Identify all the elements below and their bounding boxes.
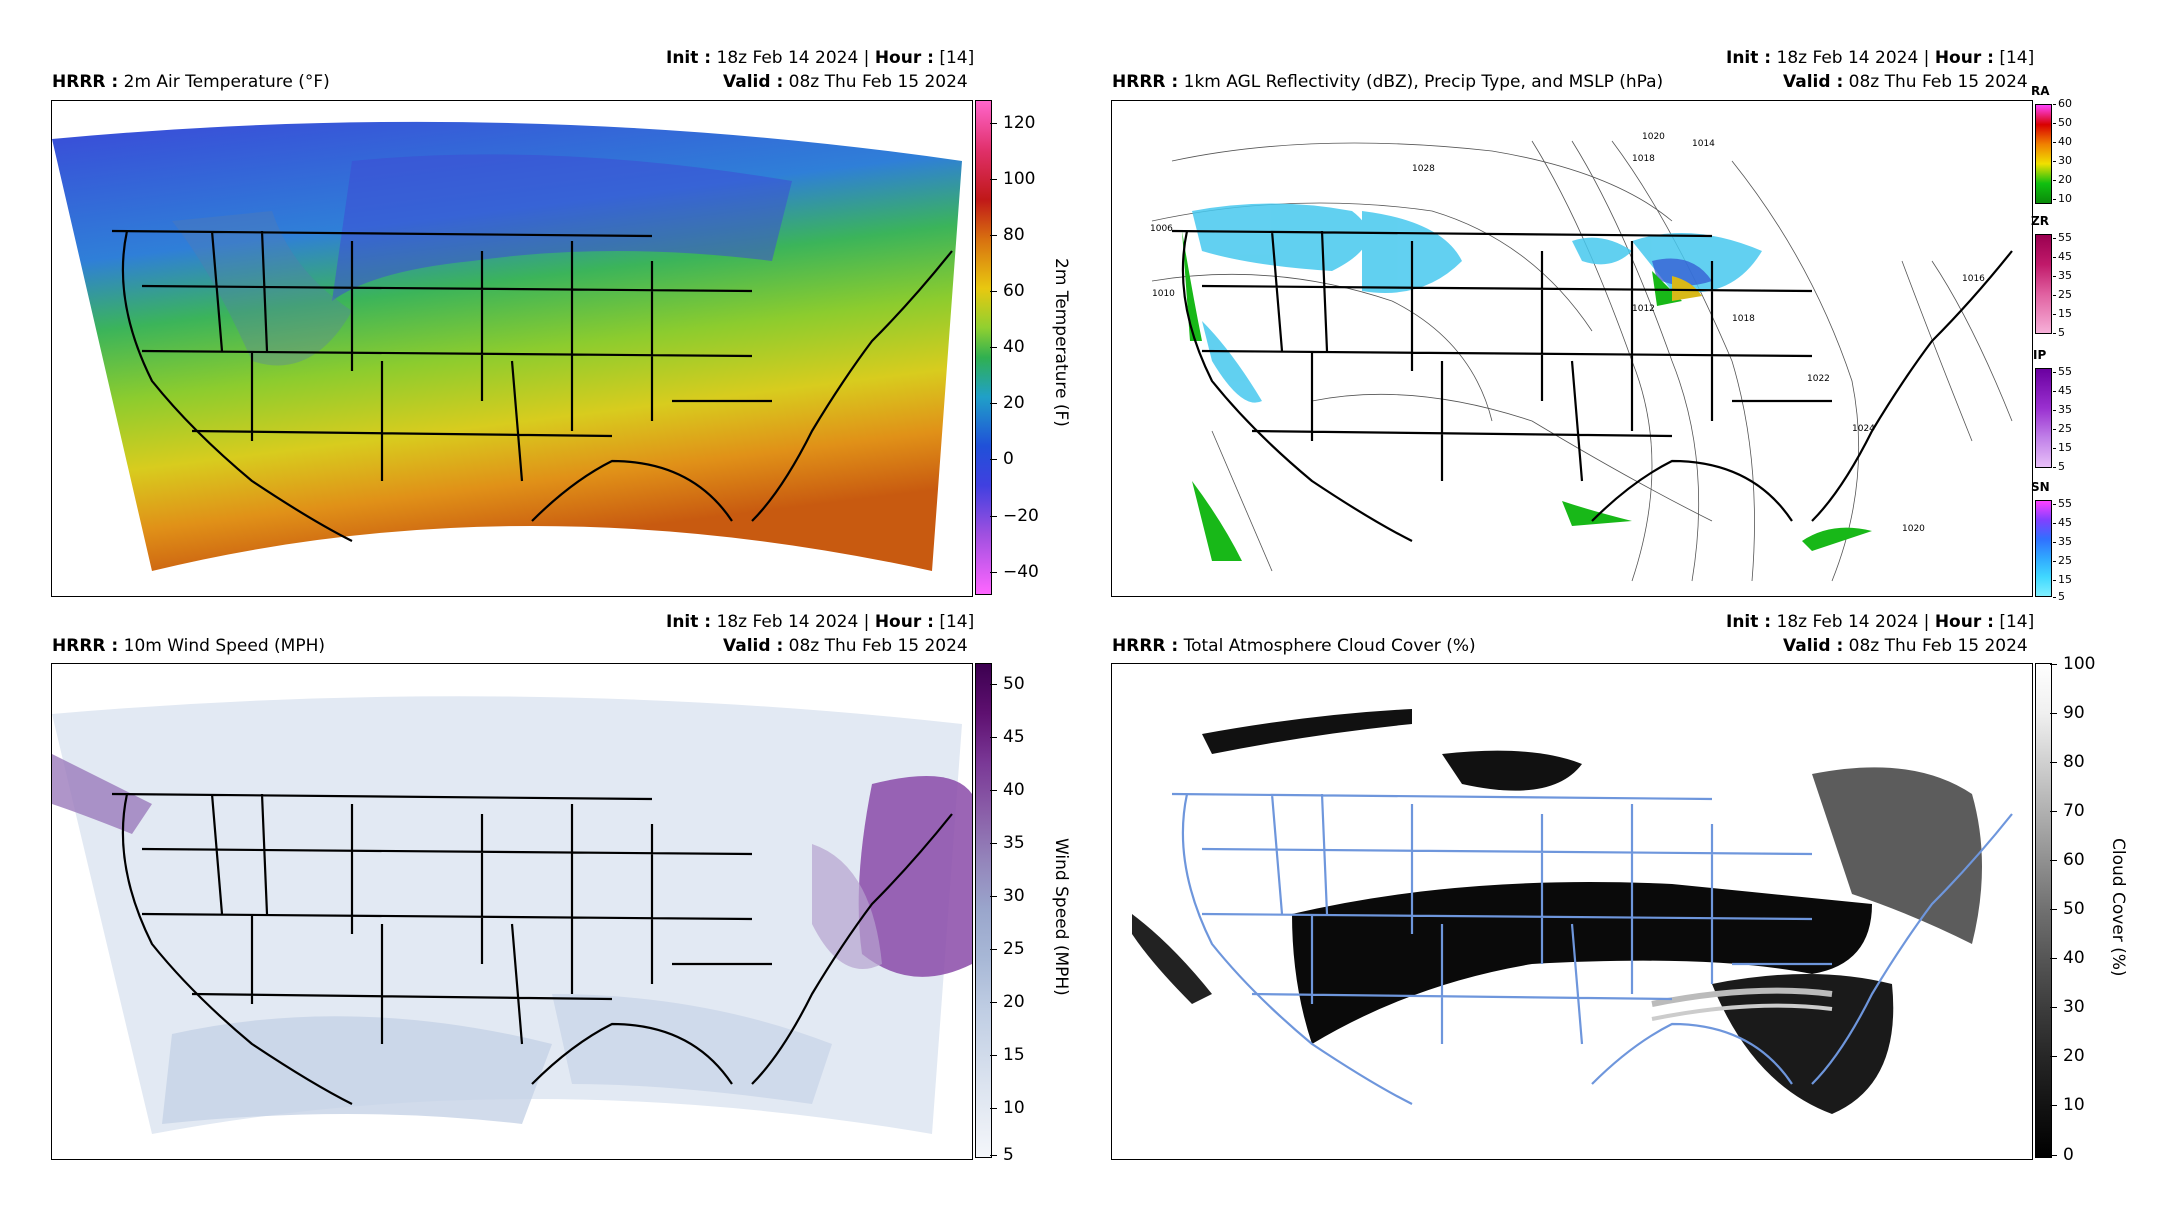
isobar-label: 1028 — [1412, 164, 1435, 174]
panel-title: HRRR : 2m Air Temperature (°F) — [52, 72, 330, 92]
tick: 80 — [990, 225, 1025, 245]
panel-title: HRRR : Total Atmosphere Cloud Cover (%) — [1112, 636, 1476, 656]
tick: 10 — [990, 1098, 1025, 1118]
cloud-colorbar — [2035, 663, 2052, 1158]
tick: 5 — [990, 1145, 1014, 1165]
tick: 120 — [989, 113, 1036, 133]
init-line: Init : 18z Feb 14 2024 | Hour : [14] — [1726, 612, 2035, 632]
valid-line: Valid : 08z Thu Feb 15 2024 — [1783, 636, 2028, 656]
tick: 20 — [990, 992, 1025, 1012]
tick: −20 — [990, 506, 1039, 526]
isobar-label: 1018 — [1632, 154, 1655, 164]
tick: 10 — [2050, 1095, 2085, 1115]
valid-line: Valid : 08z Thu Feb 15 2024 — [1783, 72, 2028, 92]
tick: 40 — [990, 780, 1025, 800]
cloud-map — [1111, 663, 2033, 1160]
wind-colorbar — [975, 663, 992, 1158]
tick: 50 — [2050, 899, 2085, 919]
tick: 60 — [2050, 850, 2085, 870]
valid-line: Valid : 08z Thu Feb 15 2024 — [723, 636, 968, 656]
tick: −40 — [990, 562, 1039, 582]
isobar-label: 1018 — [1732, 314, 1755, 324]
tick: 70 — [2050, 801, 2085, 821]
tick: 15 — [990, 1045, 1025, 1065]
init-line: Init : 18z Feb 14 2024 | Hour : [14] — [1726, 48, 2035, 68]
isobar-label: 1010 — [1152, 289, 1175, 299]
isobar-label: 1020 — [1902, 524, 1925, 534]
tick: 100 — [2049, 654, 2096, 674]
tick: 50 — [990, 674, 1025, 694]
colorbar-label: Wind Speed (MPH) — [1051, 838, 1071, 996]
colorbar-label: Cloud Cover (%) — [2108, 838, 2128, 977]
tick: 100 — [989, 169, 1036, 189]
tick: 0 — [990, 449, 1014, 469]
panel-title: HRRR : 10m Wind Speed (MPH) — [52, 636, 326, 656]
isobar-label: 1024 — [1852, 424, 1875, 434]
tick: 30 — [990, 886, 1025, 906]
tick: 80 — [2050, 752, 2085, 772]
isobar-label: 1022 — [1807, 374, 1830, 384]
colorbar-label: 2m Temperature (F) — [1051, 258, 1071, 427]
tick: 90 — [2050, 703, 2085, 723]
isobar-label: 1006 — [1150, 224, 1173, 234]
isobar-label: 1016 — [1962, 274, 1985, 284]
isobar-label: 1014 — [1692, 139, 1715, 149]
tick: 30 — [2050, 997, 2085, 1017]
init-line: Init : 18z Feb 14 2024 | Hour : [14] — [666, 612, 975, 632]
tick: 20 — [2050, 1046, 2085, 1066]
isobar-label: 1020 — [1642, 132, 1665, 142]
temperature-map — [51, 100, 973, 597]
tick: 60 — [990, 281, 1025, 301]
valid-line: Valid : 08z Thu Feb 15 2024 — [723, 72, 968, 92]
tick: 25 — [990, 939, 1025, 959]
wind-map — [51, 663, 973, 1160]
reflectivity-map: 1028 1020 1018 1014 1024 1006 1012 1016 … — [1111, 100, 2033, 597]
tick: 40 — [990, 337, 1025, 357]
tick: 35 — [990, 833, 1025, 853]
panel-title: HRRR : 1km AGL Reflectivity (dBZ), Preci… — [1112, 72, 1664, 92]
isobar-label: 1012 — [1632, 304, 1655, 314]
tick: 0 — [2050, 1145, 2074, 1165]
tick: 40 — [2050, 948, 2085, 968]
tick: 20 — [990, 393, 1025, 413]
tick: 45 — [990, 727, 1025, 747]
init-line: Init : 18z Feb 14 2024 | Hour : [14] — [666, 48, 975, 68]
